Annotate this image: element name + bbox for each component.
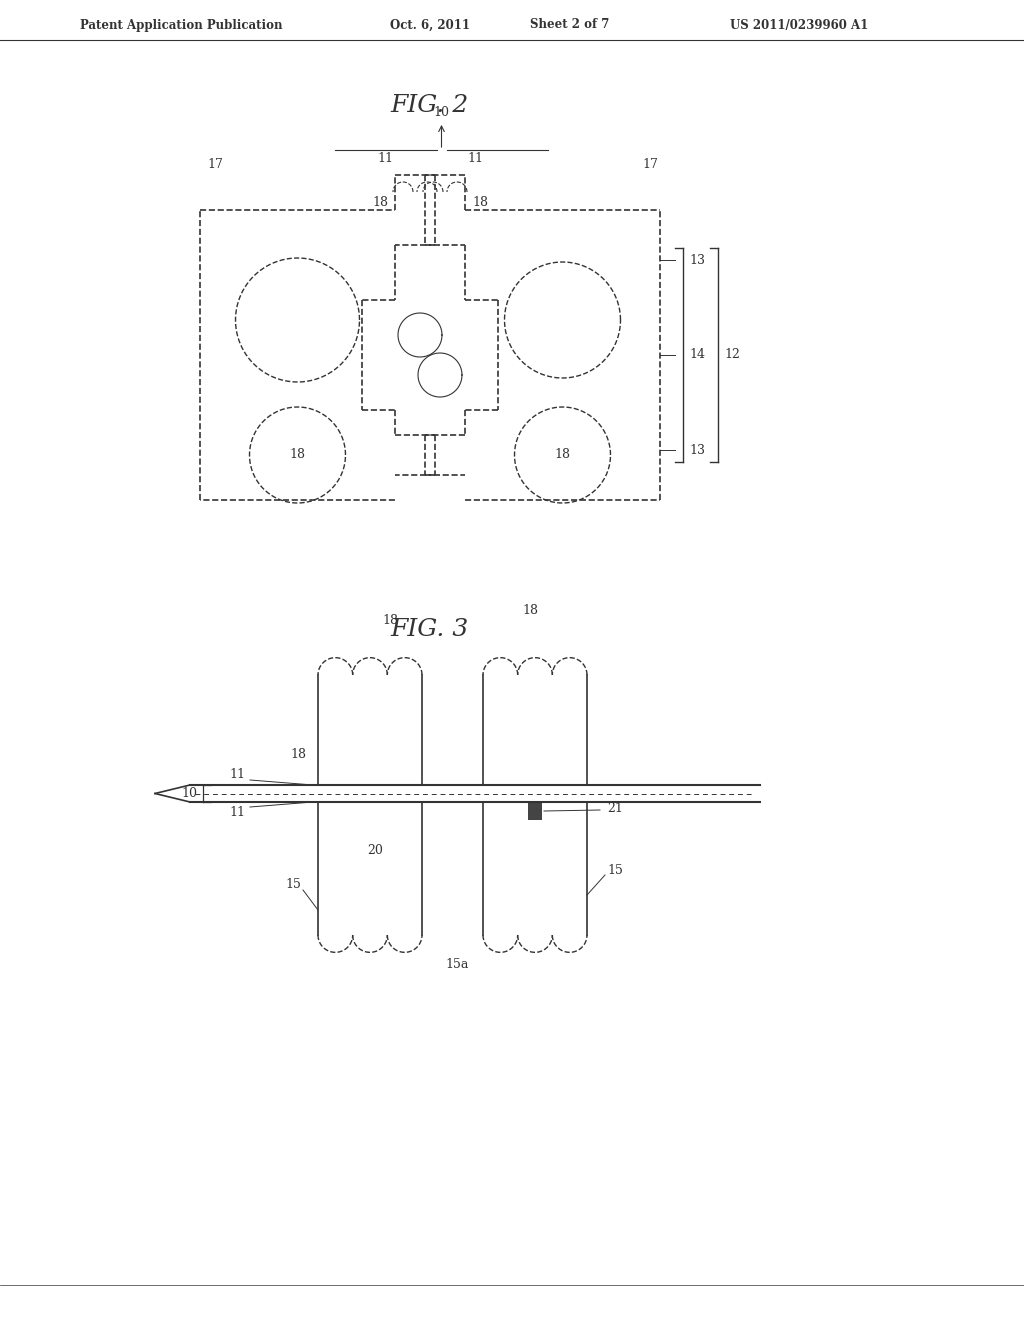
Text: 13: 13: [689, 253, 705, 267]
Text: 15: 15: [285, 879, 301, 891]
Text: 18: 18: [290, 449, 305, 462]
Text: 12: 12: [724, 348, 740, 362]
Text: 18: 18: [382, 614, 398, 627]
Text: 18: 18: [472, 195, 488, 209]
Text: 11: 11: [377, 152, 393, 165]
Text: 10: 10: [433, 106, 450, 119]
Text: 20: 20: [367, 843, 383, 857]
Text: 17: 17: [642, 158, 658, 172]
Text: 18: 18: [555, 449, 570, 462]
Text: 11: 11: [229, 805, 245, 818]
Bar: [528, 803, 542, 820]
Text: 14: 14: [689, 348, 705, 362]
Text: Sheet 2 of 7: Sheet 2 of 7: [530, 18, 609, 32]
Text: US 2011/0239960 A1: US 2011/0239960 A1: [730, 18, 868, 32]
Text: 18: 18: [522, 603, 538, 616]
Text: 18: 18: [372, 195, 388, 209]
Text: Oct. 6, 2011: Oct. 6, 2011: [390, 18, 470, 32]
Text: 11: 11: [229, 768, 245, 781]
Text: 18: 18: [290, 748, 306, 762]
Text: 10: 10: [181, 787, 197, 800]
Text: 15: 15: [607, 863, 623, 876]
Text: FIG. 3: FIG. 3: [391, 619, 469, 642]
Text: 17: 17: [207, 158, 223, 172]
Text: 15a: 15a: [445, 958, 469, 972]
Text: Patent Application Publication: Patent Application Publication: [80, 18, 283, 32]
Text: FIG. 2: FIG. 2: [391, 94, 469, 116]
Text: 13: 13: [689, 444, 705, 457]
Text: 11: 11: [467, 152, 483, 165]
Text: 21: 21: [607, 801, 623, 814]
